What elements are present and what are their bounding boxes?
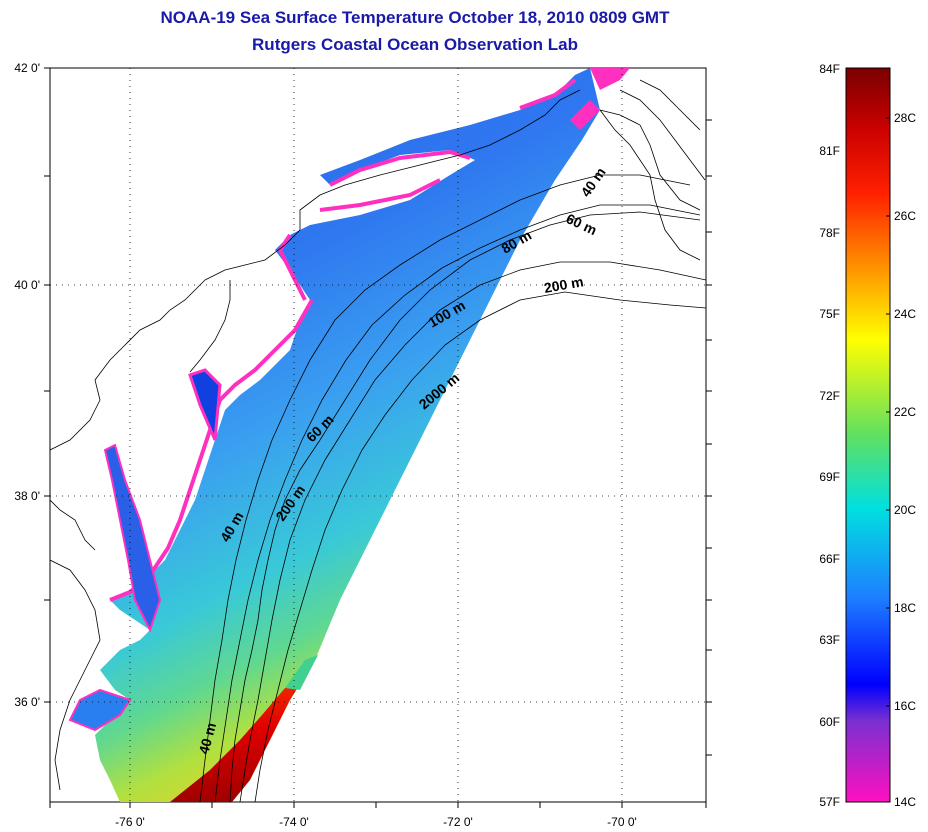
colorbar-c-label: 18C — [894, 601, 916, 615]
colorbar-f-label: 81F — [819, 144, 840, 158]
colorbar-f-label: 72F — [819, 389, 840, 403]
colorbar-c-label: 26C — [894, 209, 916, 223]
colorbar-f-label: 66F — [819, 552, 840, 566]
delaware-bay — [188, 368, 222, 441]
pamlico-sound — [68, 688, 132, 732]
map-subtitle: Rutgers Coastal Ocean Observation Lab — [252, 35, 578, 54]
colorbar-c-label: 28C — [894, 111, 916, 125]
coastal-patch — [570, 100, 600, 130]
cape-cod-warm-patch — [590, 68, 630, 90]
colorbar-f-label: 75F — [819, 307, 840, 321]
lat-label: 42 0' — [14, 61, 40, 75]
colorbar-f-label: 78F — [819, 226, 840, 240]
warm-water-region — [170, 655, 318, 802]
colorbar-c-label: 16C — [894, 699, 916, 713]
lon-label: -74 0' — [279, 815, 309, 829]
axis-ticks — [44, 67, 712, 808]
colorbar-f-label: 69F — [819, 470, 840, 484]
colorbar-c-label: 24C — [894, 307, 916, 321]
graticule — [50, 68, 706, 802]
lon-label: -76 0' — [115, 815, 145, 829]
contour-label: 40 m — [195, 721, 219, 756]
colorbar-ticks — [886, 117, 890, 707]
lat-label: 38 0' — [14, 489, 40, 503]
colorbar-f-label: 60F — [819, 715, 840, 729]
lat-label: 40 0' — [14, 278, 40, 292]
lon-label: -70 0' — [607, 815, 637, 829]
contour-label: 200 m — [543, 273, 585, 296]
lat-label: 36 0' — [14, 695, 40, 709]
colorbar-f-label: 57F — [819, 795, 840, 809]
map-title: NOAA-19 Sea Surface Temperature October … — [160, 8, 670, 27]
bathymetry-contours — [199, 79, 706, 802]
coastline — [50, 89, 701, 791]
colorbar — [845, 67, 891, 803]
colorbar-f-label: 63F — [819, 633, 840, 647]
chesapeake-bay — [103, 443, 162, 633]
colorbar-c-label: 20C — [894, 503, 916, 517]
colorbar-c-label: 22C — [894, 405, 916, 419]
frontal-zone — [285, 655, 318, 690]
colorbar-f-label: 84F — [819, 62, 840, 76]
colorbar-c-label: 14C — [894, 795, 916, 809]
lon-label: -72 0' — [443, 815, 473, 829]
